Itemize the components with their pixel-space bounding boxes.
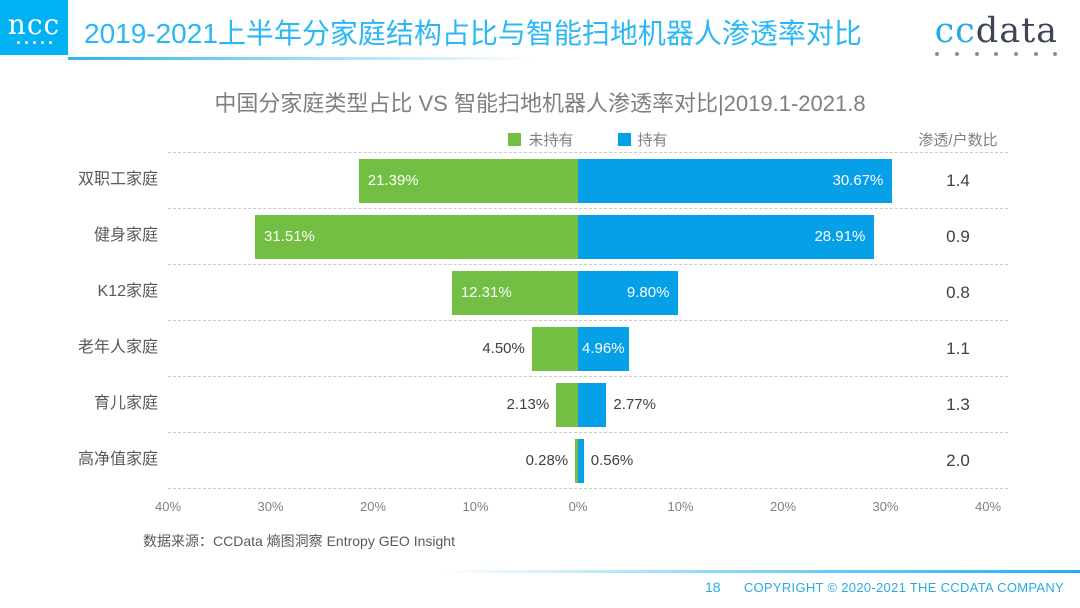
value-label-not-owned: 2.13% xyxy=(506,396,550,413)
value-label-not-owned: 31.51% xyxy=(264,228,315,245)
ratio-value: 0.9 xyxy=(946,227,970,246)
bar-not-owned xyxy=(255,215,578,259)
legend-item-notown: 未持有 xyxy=(508,129,574,150)
copyright-text: COPYRIGHT © 2020-2021 THE CCDATA COMPANY xyxy=(743,580,1064,595)
x-axis: 40% 30% 20% 10% 0% 10% 20% 30% 40% xyxy=(155,499,1008,515)
title-underline xyxy=(68,57,638,60)
bar-track: 4.50% 4.96% 1.1 xyxy=(168,320,1008,376)
page-number: 18 xyxy=(705,579,721,595)
ratio-value: 1.4 xyxy=(946,171,970,190)
ratio-value: 1.3 xyxy=(946,395,970,414)
ratio-value: 2.0 xyxy=(946,451,970,470)
bar-track: 31.51% 28.91% 0.9 xyxy=(168,208,1008,264)
legend-swatch-icon xyxy=(508,132,522,146)
bar-not-owned xyxy=(575,439,578,483)
value-label-owned: 0.56% xyxy=(590,452,634,469)
footer-accent-line xyxy=(440,570,1080,573)
bar-not-owned xyxy=(531,327,578,371)
bar-not-owned xyxy=(358,159,578,203)
source-note: 数据来源：CCData 熵图洞察 Entropy GEO Insight xyxy=(143,533,455,549)
legend-swatch-icon xyxy=(617,132,631,146)
bar-owned xyxy=(578,271,679,315)
legend-label: 持有 xyxy=(637,131,668,149)
value-label-owned: 28.91% xyxy=(814,228,866,245)
ratio-value: 1.1 xyxy=(946,339,970,358)
x-axis-tick: 20% xyxy=(769,499,797,514)
bar-not-owned xyxy=(451,271,578,315)
legend: 未持有 持有 xyxy=(168,129,1008,149)
ccdata-logo: ccdata xyxy=(935,12,1058,56)
value-label-owned: 9.80% xyxy=(626,284,670,301)
ncc-logo-dots-icon xyxy=(16,40,52,44)
x-axis-tick: 10% xyxy=(462,499,489,514)
page-title: 2019-2021上半年分家庭结构占比与智能扫地机器人渗透率对比 xyxy=(84,18,862,49)
x-axis-tick: 20% xyxy=(359,499,387,514)
ncc-logo-text: ncc xyxy=(7,7,61,41)
value-label-not-owned: 21.39% xyxy=(367,172,419,189)
chart-row: 高净值家庭 0.28% 0.56% 2.0 xyxy=(0,432,1080,488)
x-axis-tick: 0% xyxy=(568,499,588,514)
ccdata-logo-text: ccdata xyxy=(934,11,1058,51)
bar-owned xyxy=(578,439,584,483)
x-axis-tick: 30% xyxy=(872,499,899,514)
category-label: 育儿家庭 xyxy=(93,395,158,412)
legend-label: 未持有 xyxy=(528,131,574,149)
value-label-not-owned: 12.31% xyxy=(460,284,512,301)
chart-row: 双职工家庭 21.39% 30.67% 1.4 xyxy=(0,152,1080,208)
bar-track: 0.28% 0.56% 2.0 xyxy=(168,432,1008,488)
chart-row: 老年人家庭 4.50% 4.96% 1.1 xyxy=(0,320,1080,376)
value-label-owned: 30.67% xyxy=(832,172,884,189)
chart-row: 育儿家庭 2.13% 2.77% 1.3 xyxy=(0,376,1080,432)
bar-owned xyxy=(578,159,893,203)
bottom-gridline xyxy=(168,488,1008,489)
value-label-owned: 2.77% xyxy=(613,396,656,413)
category-label: 双职工家庭 xyxy=(77,171,158,188)
x-axis-tick: 10% xyxy=(667,499,694,514)
bar-owned xyxy=(578,383,607,427)
chart-row: K12家庭 12.31% 9.80% 0.8 xyxy=(0,264,1080,320)
chart-title: 中国分家庭类型占比 VS 智能扫地机器人渗透率对比|2019.1-2021.8 xyxy=(214,91,866,116)
ratio-value: 0.8 xyxy=(946,283,970,302)
chart-row: 健身家庭 31.51% 28.91% 0.9 xyxy=(0,208,1080,264)
category-label: 健身家庭 xyxy=(93,227,158,244)
chart-rows: 双职工家庭 21.39% 30.67% 1.4 健身家庭 31.51% 28.91% 0.9 K… xyxy=(0,152,1080,488)
category-label: 高净值家庭 xyxy=(77,451,158,468)
ratio-column-header: 渗透/户数比 xyxy=(918,132,998,149)
bar-track: 12.31% 9.80% 0.8 xyxy=(168,264,1008,320)
legend-item-own: 持有 xyxy=(617,129,668,150)
bar-not-owned xyxy=(556,383,578,427)
value-label-not-owned: 4.50% xyxy=(482,340,525,357)
x-axis-tick: 40% xyxy=(154,499,182,514)
category-label: K12家庭 xyxy=(97,283,158,300)
ccdata-logo-dots-icon xyxy=(935,52,1058,56)
bar-track: 21.39% 30.67% 1.4 xyxy=(168,152,1008,208)
ncc-logo: ncc xyxy=(0,0,68,55)
x-axis-tick: 40% xyxy=(974,499,1002,514)
x-axis-tick: 30% xyxy=(257,499,284,514)
value-label-not-owned: 0.28% xyxy=(525,452,569,469)
bar-owned xyxy=(578,327,629,371)
bar-track: 2.13% 2.77% 1.3 xyxy=(168,376,1008,432)
value-label-owned: 4.96% xyxy=(582,340,625,357)
bar-owned xyxy=(578,215,875,259)
category-label: 老年人家庭 xyxy=(77,339,158,356)
